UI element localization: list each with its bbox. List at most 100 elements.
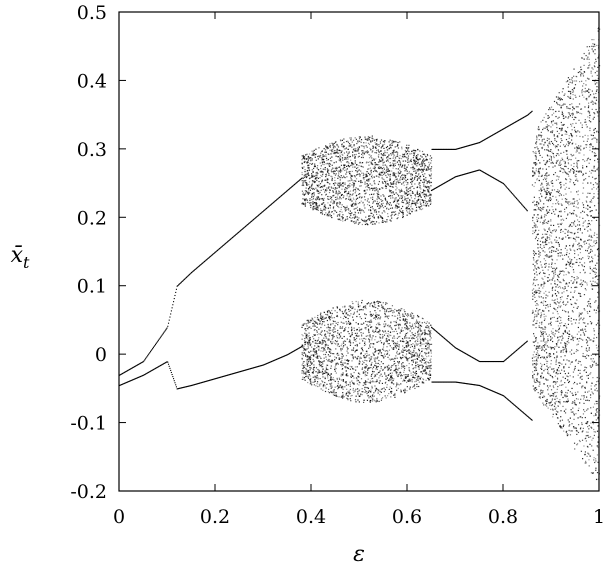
chaotic-point (422, 378, 424, 380)
chaotic-point (430, 361, 432, 363)
chaotic-point (327, 215, 329, 217)
chaotic-point (388, 367, 390, 369)
data-point (491, 390, 493, 392)
chaotic-point (323, 155, 325, 157)
chaotic-point (317, 196, 320, 198)
data-point (504, 127, 507, 129)
data-point (513, 195, 515, 197)
chaotic-point (381, 167, 383, 170)
data-point (174, 382, 176, 384)
chaotic-point (354, 176, 356, 178)
data-point (489, 389, 491, 391)
chaotic-point (407, 327, 409, 329)
chaotic-point (407, 149, 409, 151)
chaotic-point (425, 205, 428, 207)
data-point (444, 148, 446, 150)
chaotic-point (353, 180, 355, 182)
data-point (220, 376, 222, 378)
chaotic-point (389, 195, 392, 197)
chaotic-point (386, 208, 388, 210)
chaotic-point (341, 348, 344, 350)
chaotic-point (371, 339, 373, 341)
chaotic-point (369, 303, 371, 305)
data-point (451, 381, 453, 383)
chaotic-point (345, 161, 348, 163)
chaotic-point (364, 313, 366, 315)
chaotic-point (332, 394, 335, 396)
data-point (126, 381, 128, 383)
chaotic-point (376, 350, 378, 352)
chaotic-point (316, 171, 318, 173)
chaotic-point (397, 200, 399, 202)
data-point (436, 381, 438, 383)
chaotic-point (349, 145, 352, 147)
chaotic-point (409, 193, 411, 195)
chaotic-point (326, 168, 329, 170)
chaotic-point (422, 159, 424, 162)
data-point (299, 347, 301, 349)
chaotic-point (359, 202, 361, 204)
chaotic-point (414, 152, 416, 154)
chaotic-point (388, 380, 390, 382)
chaotic-point (328, 358, 330, 361)
data-point (453, 381, 455, 383)
data-point (451, 344, 453, 346)
chaotic-point (337, 329, 339, 332)
chaotic-point (364, 183, 366, 185)
data-point (291, 186, 293, 188)
chaotic-point (341, 188, 343, 190)
chaotic-point (323, 209, 325, 211)
chaotic-point (395, 197, 397, 199)
data-point (460, 147, 462, 149)
data-point (444, 381, 446, 383)
chaotic-point (342, 220, 344, 222)
chaotic-point (405, 187, 407, 189)
chaotic-point (307, 166, 309, 169)
chaotic-point (364, 366, 366, 368)
data-point (242, 370, 244, 372)
chaotic-point (349, 180, 351, 182)
data-point (236, 372, 238, 374)
chaotic-point (411, 185, 414, 187)
chaotic-point (366, 374, 368, 376)
chaotic-point (316, 322, 318, 324)
data-point (209, 379, 211, 381)
data-point (481, 360, 483, 363)
chaotic-point (397, 369, 399, 371)
data-point (236, 233, 238, 235)
chaotic-point (405, 146, 407, 149)
chaotic-point (358, 306, 360, 308)
data-point (497, 131, 499, 133)
chaotic-point (385, 332, 387, 334)
chaotic-point (349, 144, 351, 146)
chaotic-point (379, 167, 382, 169)
chaotic-point (331, 216, 333, 219)
chaotic-point (428, 325, 430, 327)
chaotic-point (427, 195, 429, 197)
chaotic-point (375, 143, 377, 145)
chaotic-point (422, 378, 425, 381)
data-point (178, 283, 180, 285)
chaotic-point (407, 191, 410, 193)
chaotic-point (397, 144, 399, 146)
chaotic-point (323, 161, 325, 164)
chaotic-point (308, 340, 310, 342)
chaotic-point (328, 358, 330, 361)
chaotic-point (378, 193, 380, 196)
data-point (221, 376, 224, 378)
data-point (453, 148, 455, 150)
chaotic-point (397, 375, 399, 377)
chaotic-point (429, 198, 432, 201)
chaotic-point (337, 214, 339, 216)
chaotic-point (333, 170, 335, 172)
chaotic-point (317, 339, 319, 341)
chaotic-point (371, 206, 373, 208)
chaotic-point (369, 334, 371, 336)
data-point (469, 355, 471, 357)
data-point (485, 173, 487, 175)
chaotic-point (350, 176, 352, 178)
chaotic-point (311, 158, 313, 160)
chaotic-point (392, 211, 394, 213)
data-point (158, 365, 160, 367)
chaotic-point (311, 372, 313, 374)
